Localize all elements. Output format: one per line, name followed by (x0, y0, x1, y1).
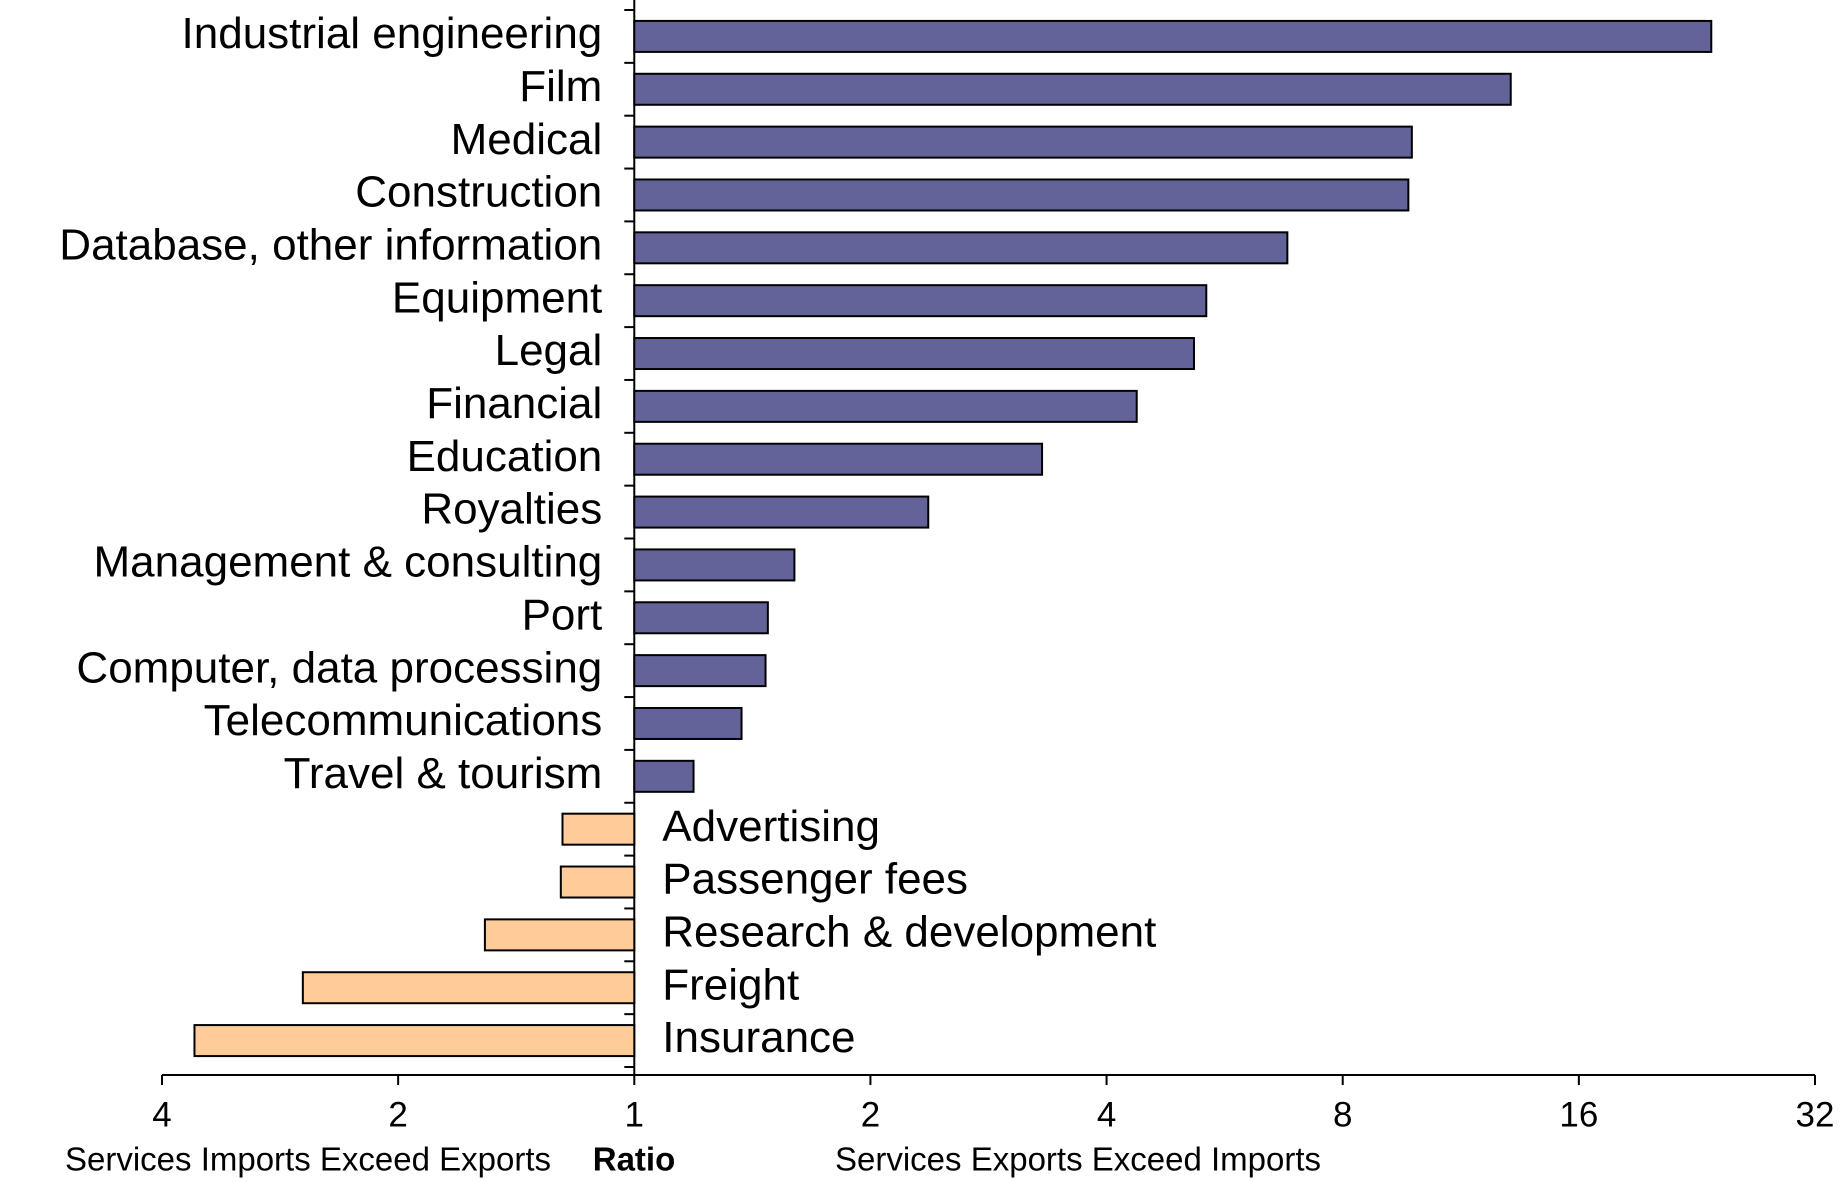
x-tick-label: 2 (388, 1095, 407, 1134)
x-tick-label: 1 (625, 1095, 644, 1134)
bar (633, 231, 1289, 265)
category-label: Computer, data processing (76, 643, 602, 692)
x-tick-label: 16 (1559, 1095, 1598, 1134)
bar (301, 971, 636, 1005)
category-label: Insurance (662, 1013, 855, 1062)
x-tick-label: 32 (1796, 1095, 1835, 1134)
bar (633, 548, 796, 582)
category-label: Freight (662, 960, 799, 1009)
category-label: Legal (495, 326, 603, 375)
bar (633, 706, 743, 740)
bar (561, 812, 636, 846)
category-label: Passenger fees (662, 855, 968, 904)
x-tick-label: 4 (152, 1095, 171, 1134)
category-label: Port (522, 590, 603, 639)
x-tick-label: 2 (861, 1095, 880, 1134)
annotation: Services Imports Exceed Exports (65, 1141, 551, 1178)
category-label: Advertising (662, 802, 880, 851)
category-label: Film (519, 62, 602, 111)
category-label: Database, other information (59, 220, 602, 269)
bar (483, 918, 636, 952)
category-label: Research & development (662, 908, 1156, 957)
bar (633, 284, 1208, 318)
x-tick-label: 4 (1097, 1095, 1116, 1134)
x-axis-label: Ratio (593, 1141, 676, 1178)
category-label: Financial (426, 379, 602, 428)
x-tick-label: 8 (1333, 1095, 1352, 1134)
category-label: Equipment (392, 273, 602, 322)
bar (559, 865, 636, 899)
category-label: Royalties (421, 485, 602, 534)
bar (633, 178, 1410, 212)
bar (633, 495, 930, 529)
bar (633, 72, 1512, 106)
category-label: Medical (451, 115, 603, 164)
bar (633, 759, 695, 793)
category-label: Education (407, 432, 603, 481)
annotation: Services Exports Exceed Imports (835, 1141, 1321, 1178)
bar (633, 337, 1195, 371)
category-label: Telecommunications (204, 696, 603, 745)
bar (193, 1024, 636, 1058)
category-label: Management & consulting (94, 538, 603, 587)
category-label: Travel & tourism (284, 749, 603, 798)
bar (633, 125, 1413, 159)
bar (633, 19, 1713, 53)
category-label: Industrial engineering (182, 9, 603, 58)
bar (633, 389, 1138, 423)
bar (633, 442, 1044, 476)
category-label: Construction (355, 168, 602, 217)
bar (633, 654, 767, 688)
bar (633, 601, 769, 635)
